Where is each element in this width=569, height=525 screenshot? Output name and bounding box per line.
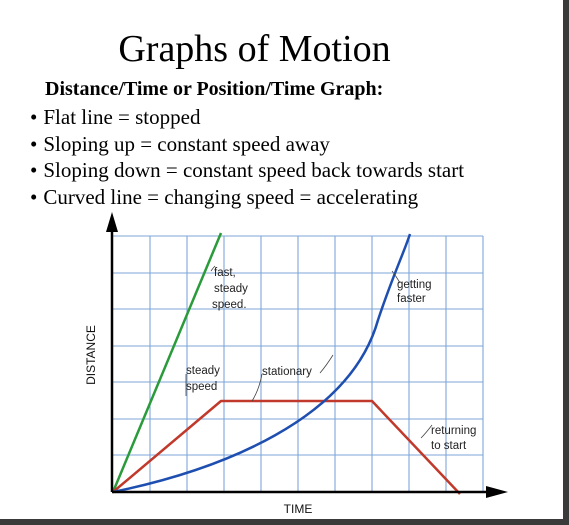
x-axis-label: TIME — [284, 502, 313, 516]
y-axis-label: DISTANCE — [84, 325, 98, 385]
fast-steady-speed-line — [111, 232, 223, 493]
bullet-list: Flat line = stopped Sloping up = constan… — [30, 104, 464, 210]
x-axis-arrowhead — [486, 486, 508, 498]
annotation-returning-to-start: returning to start — [431, 425, 480, 452]
accelerating-curve — [112, 233, 412, 494]
graph-axes — [106, 212, 508, 498]
y-axis-arrowhead — [106, 212, 118, 232]
graph-grid — [113, 235, 484, 492]
right-edge-bar — [563, 0, 569, 525]
annotation-getting-faster: getting faster — [397, 279, 435, 305]
annotation-leaders — [185, 265, 433, 439]
slide-subtitle: Distance/Time or Position/Time Graph: — [45, 78, 384, 100]
bullet-item: Curved line = changing speed = accelerat… — [30, 184, 464, 211]
annotation-stationary: stationary — [262, 366, 312, 378]
bullet-item: Flat line = stopped — [30, 104, 464, 131]
bottom-edge-bar — [0, 519, 569, 525]
slide-title: Graphs of Motion — [118, 28, 391, 70]
bullet-item: Sloping down = constant speed back towar… — [30, 157, 464, 184]
bullet-item: Sloping up = constant speed away — [30, 131, 464, 158]
annotation-steady-speed: steady speed — [186, 365, 223, 393]
round-trip-line — [112, 399, 461, 495]
annotation-fast-steady-speed: fast, steady speed. — [212, 267, 251, 311]
